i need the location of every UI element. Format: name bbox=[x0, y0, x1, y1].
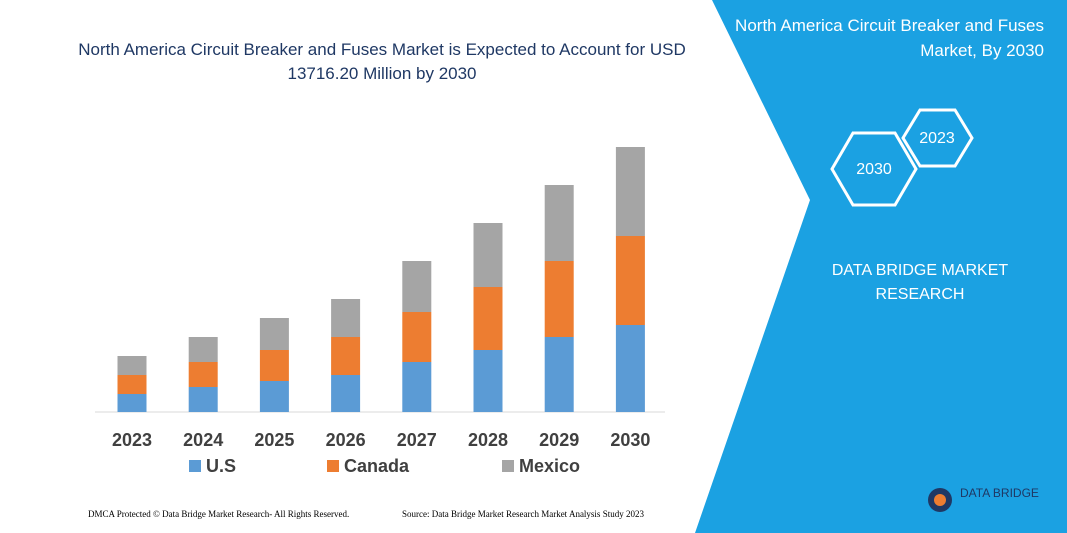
bar bbox=[473, 350, 503, 412]
bar bbox=[259, 381, 289, 412]
bar bbox=[331, 337, 361, 375]
x-tick-label: 2026 bbox=[326, 430, 366, 450]
bar bbox=[473, 223, 503, 287]
brand-text: DATA BRIDGE MARKET RESEARCH bbox=[831, 262, 1009, 303]
legend-label: Canada bbox=[344, 456, 410, 476]
logo-icon bbox=[934, 494, 946, 506]
x-tick-label: 2027 bbox=[397, 430, 437, 450]
bar bbox=[544, 337, 574, 412]
bar bbox=[473, 287, 503, 350]
bar bbox=[259, 318, 289, 350]
x-tick-label: 2029 bbox=[539, 430, 579, 450]
bar bbox=[402, 362, 432, 412]
hexagon bbox=[901, 108, 974, 168]
bar bbox=[117, 375, 147, 394]
bar bbox=[117, 356, 147, 375]
panel-title: North America Circuit Breaker and Fuses … bbox=[735, 16, 1044, 60]
bar bbox=[544, 185, 574, 261]
bar bbox=[259, 350, 289, 381]
bar bbox=[188, 362, 218, 387]
bar bbox=[331, 299, 361, 337]
side-panel bbox=[695, 0, 1067, 533]
hexagon bbox=[830, 131, 918, 207]
chart-title: North America Circuit Breaker and Fuses … bbox=[78, 40, 686, 83]
bar bbox=[402, 261, 432, 312]
bar bbox=[188, 387, 218, 412]
legend-label: U.S bbox=[206, 456, 236, 476]
bar bbox=[544, 261, 574, 337]
legend-label: Mexico bbox=[519, 456, 580, 476]
legend-swatch bbox=[502, 460, 514, 472]
bar bbox=[615, 236, 645, 325]
x-tick-label: 2028 bbox=[468, 430, 508, 450]
bar bbox=[188, 337, 218, 362]
bar bbox=[615, 325, 645, 412]
bar bbox=[402, 312, 432, 362]
legend-swatch bbox=[189, 460, 201, 472]
x-tick-label: 2023 bbox=[112, 430, 152, 450]
hexagon-label: 2023 bbox=[919, 130, 955, 147]
bar bbox=[615, 147, 645, 236]
bar bbox=[331, 375, 361, 412]
source: Source: Data Bridge Market Research Mark… bbox=[402, 509, 644, 519]
legend-swatch bbox=[327, 460, 339, 472]
logo-text: DATA BRIDGE bbox=[960, 486, 1039, 500]
x-tick-label: 2025 bbox=[254, 430, 294, 450]
copyright: DMCA Protected © Data Bridge Market Rese… bbox=[88, 509, 350, 519]
x-tick-label: 2024 bbox=[183, 430, 223, 450]
hexagon-label: 2030 bbox=[856, 161, 892, 178]
bar bbox=[117, 394, 147, 412]
x-tick-label: 2030 bbox=[610, 430, 650, 450]
